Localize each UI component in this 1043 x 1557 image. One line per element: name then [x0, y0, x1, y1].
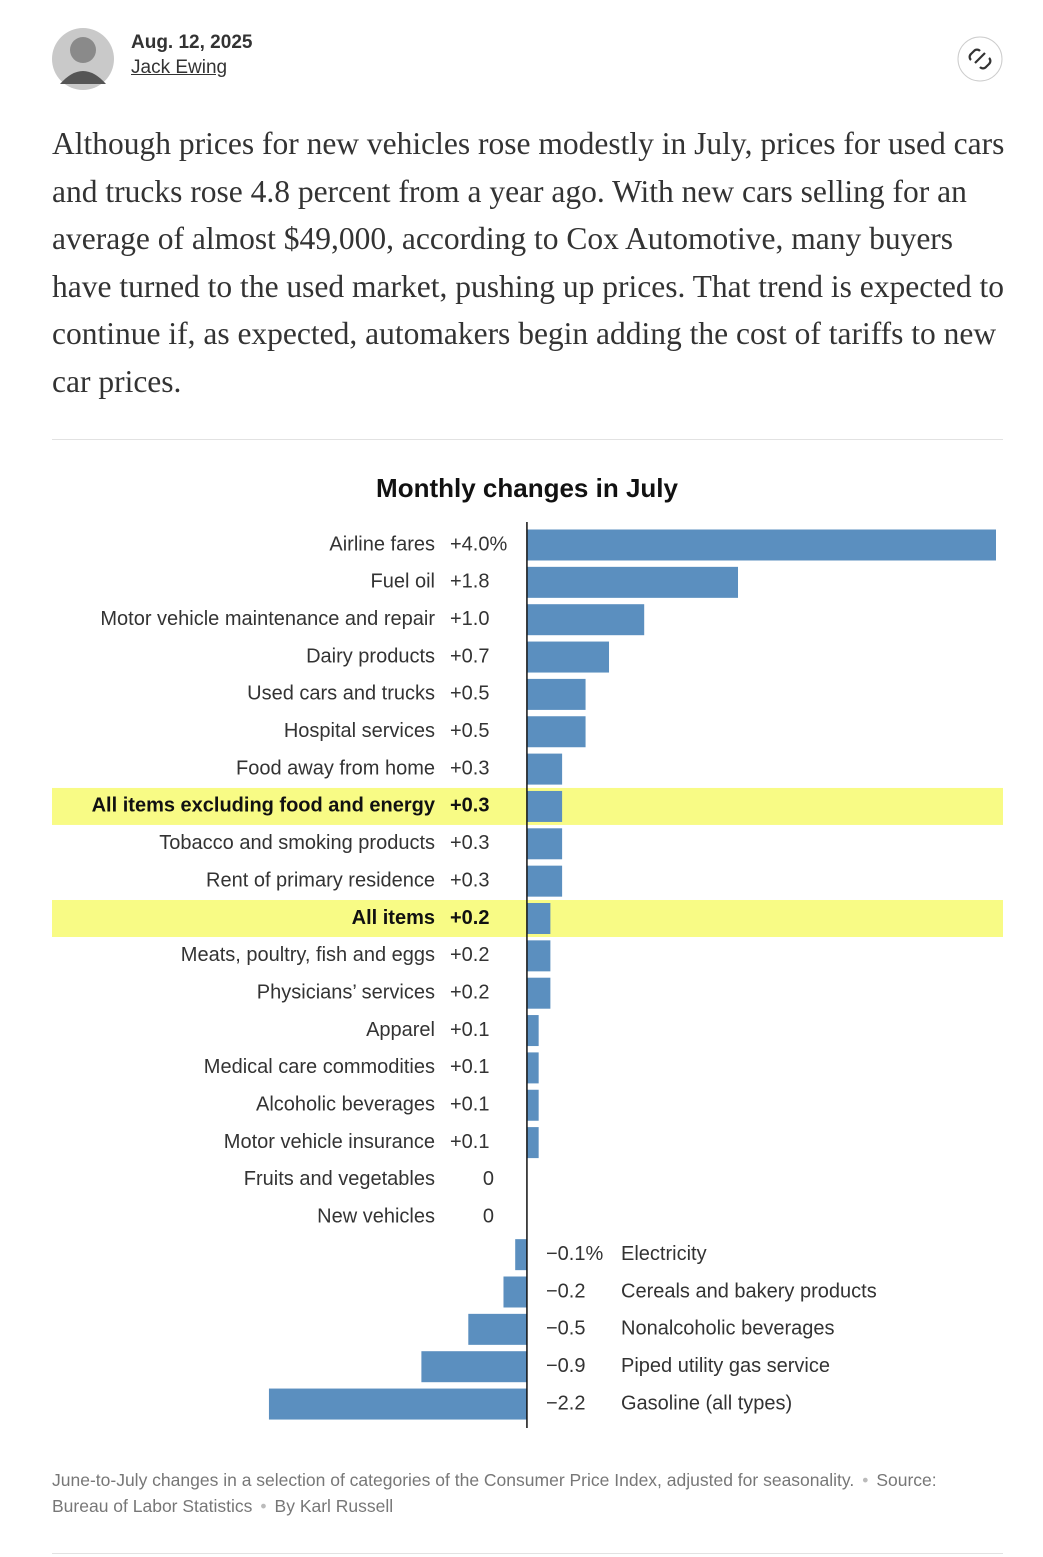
value-label: −0.1%	[546, 1243, 603, 1265]
chart-title: Monthly changes in July	[376, 473, 678, 503]
value-label: +0.3	[450, 757, 489, 779]
value-label: +0.1	[450, 1131, 489, 1153]
bar	[526, 1052, 539, 1084]
value-label: −0.2	[546, 1280, 585, 1302]
value-label: +0.5	[450, 683, 489, 705]
value-label: +0.5	[450, 720, 489, 742]
bar	[526, 977, 551, 1009]
category-label: Hospital services	[284, 720, 435, 742]
value-label: +1.8	[450, 571, 489, 593]
value-label: +0.1	[450, 1094, 489, 1116]
bar	[503, 1276, 527, 1308]
category-label: Gasoline (all types)	[621, 1392, 792, 1414]
value-label: +0.2	[450, 981, 489, 1003]
bar	[421, 1351, 527, 1383]
value-label: +0.7	[450, 645, 489, 667]
bar	[526, 753, 563, 785]
bar	[515, 1239, 527, 1271]
category-label: Fruits and vegetables	[244, 1168, 435, 1190]
category-label: Tobacco and smoking products	[159, 832, 435, 854]
value-label: +0.2	[450, 907, 489, 929]
avatar-head	[70, 37, 96, 63]
link-icon	[968, 48, 992, 70]
bar	[526, 865, 563, 897]
note: June-to-July changes in a selection of c…	[52, 1470, 855, 1490]
value-label: +4.0%	[450, 533, 507, 555]
value-label: 0	[483, 1206, 494, 1228]
bar	[526, 529, 996, 561]
value-label: −0.5	[546, 1318, 585, 1340]
category-label: New vehicles	[317, 1206, 435, 1228]
category-label: Used cars and trucks	[247, 683, 435, 705]
category-label: Nonalcoholic beverages	[621, 1318, 834, 1340]
avatar-body	[60, 71, 106, 84]
value-label: +1.0	[450, 608, 489, 630]
value-label: −2.2	[546, 1392, 585, 1414]
category-label: Piped utility gas service	[621, 1355, 830, 1377]
category-label: Alcoholic beverages	[256, 1094, 435, 1116]
author[interactable]: Jack Ewing	[131, 57, 228, 78]
value-label: −0.9	[546, 1355, 585, 1377]
category-label: All items	[352, 907, 435, 929]
category-label: Dairy products	[306, 645, 435, 667]
category-label: All items excluding food and energy	[92, 795, 436, 817]
bar	[468, 1313, 527, 1345]
bar	[526, 678, 586, 710]
value-label: +0.3	[450, 832, 489, 854]
category-label: Food away from home	[236, 757, 435, 779]
source: Source: Bureau of Labor Statistics	[52, 1470, 937, 1516]
category-label: Medical care commodities	[204, 1056, 435, 1078]
category-label: Apparel	[366, 1019, 435, 1041]
category-label: Meats, poultry, fish and eggs	[181, 944, 435, 966]
bar	[526, 940, 551, 972]
value-label: +0.3	[450, 795, 489, 817]
body-text: Although prices for new vehicles rose mo…	[52, 126, 1005, 399]
category-label: Rent of primary residence	[206, 869, 435, 891]
category-label: Motor vehicle maintenance and repair	[100, 608, 435, 630]
credit: By Karl Russell	[274, 1496, 394, 1516]
category-label: Airline fares	[329, 533, 435, 555]
bar	[268, 1388, 527, 1420]
bar	[526, 604, 645, 636]
bar	[526, 716, 586, 748]
bar	[526, 1127, 539, 1159]
plot: Airline fares +4.0% Fuel oil +1.8 Motor vehi…	[52, 522, 1003, 1428]
category-label: Fuel oil	[371, 571, 435, 593]
category-label: Electricity	[621, 1243, 707, 1265]
bar	[526, 1089, 539, 1121]
bar	[526, 1015, 539, 1047]
value-label: +0.1	[450, 1056, 489, 1078]
value-label: 0	[483, 1168, 494, 1190]
bar	[526, 828, 563, 860]
bar	[526, 903, 551, 934]
footer: June-to-July changes in a selection of c…	[52, 1470, 937, 1516]
category-label: Motor vehicle insurance	[224, 1131, 435, 1153]
value-label: +0.1	[450, 1019, 489, 1041]
value-label: +0.2	[450, 944, 489, 966]
bar	[526, 790, 563, 822]
date: Aug. 12, 2025	[131, 32, 253, 53]
category-label: Cereals and bakery products	[621, 1280, 877, 1302]
divider	[52, 439, 1003, 440]
value-label: +0.3	[450, 869, 489, 891]
category-label: Physicians’ services	[257, 981, 435, 1003]
divider	[52, 1553, 1003, 1554]
bar	[526, 566, 739, 598]
bar	[526, 641, 610, 673]
